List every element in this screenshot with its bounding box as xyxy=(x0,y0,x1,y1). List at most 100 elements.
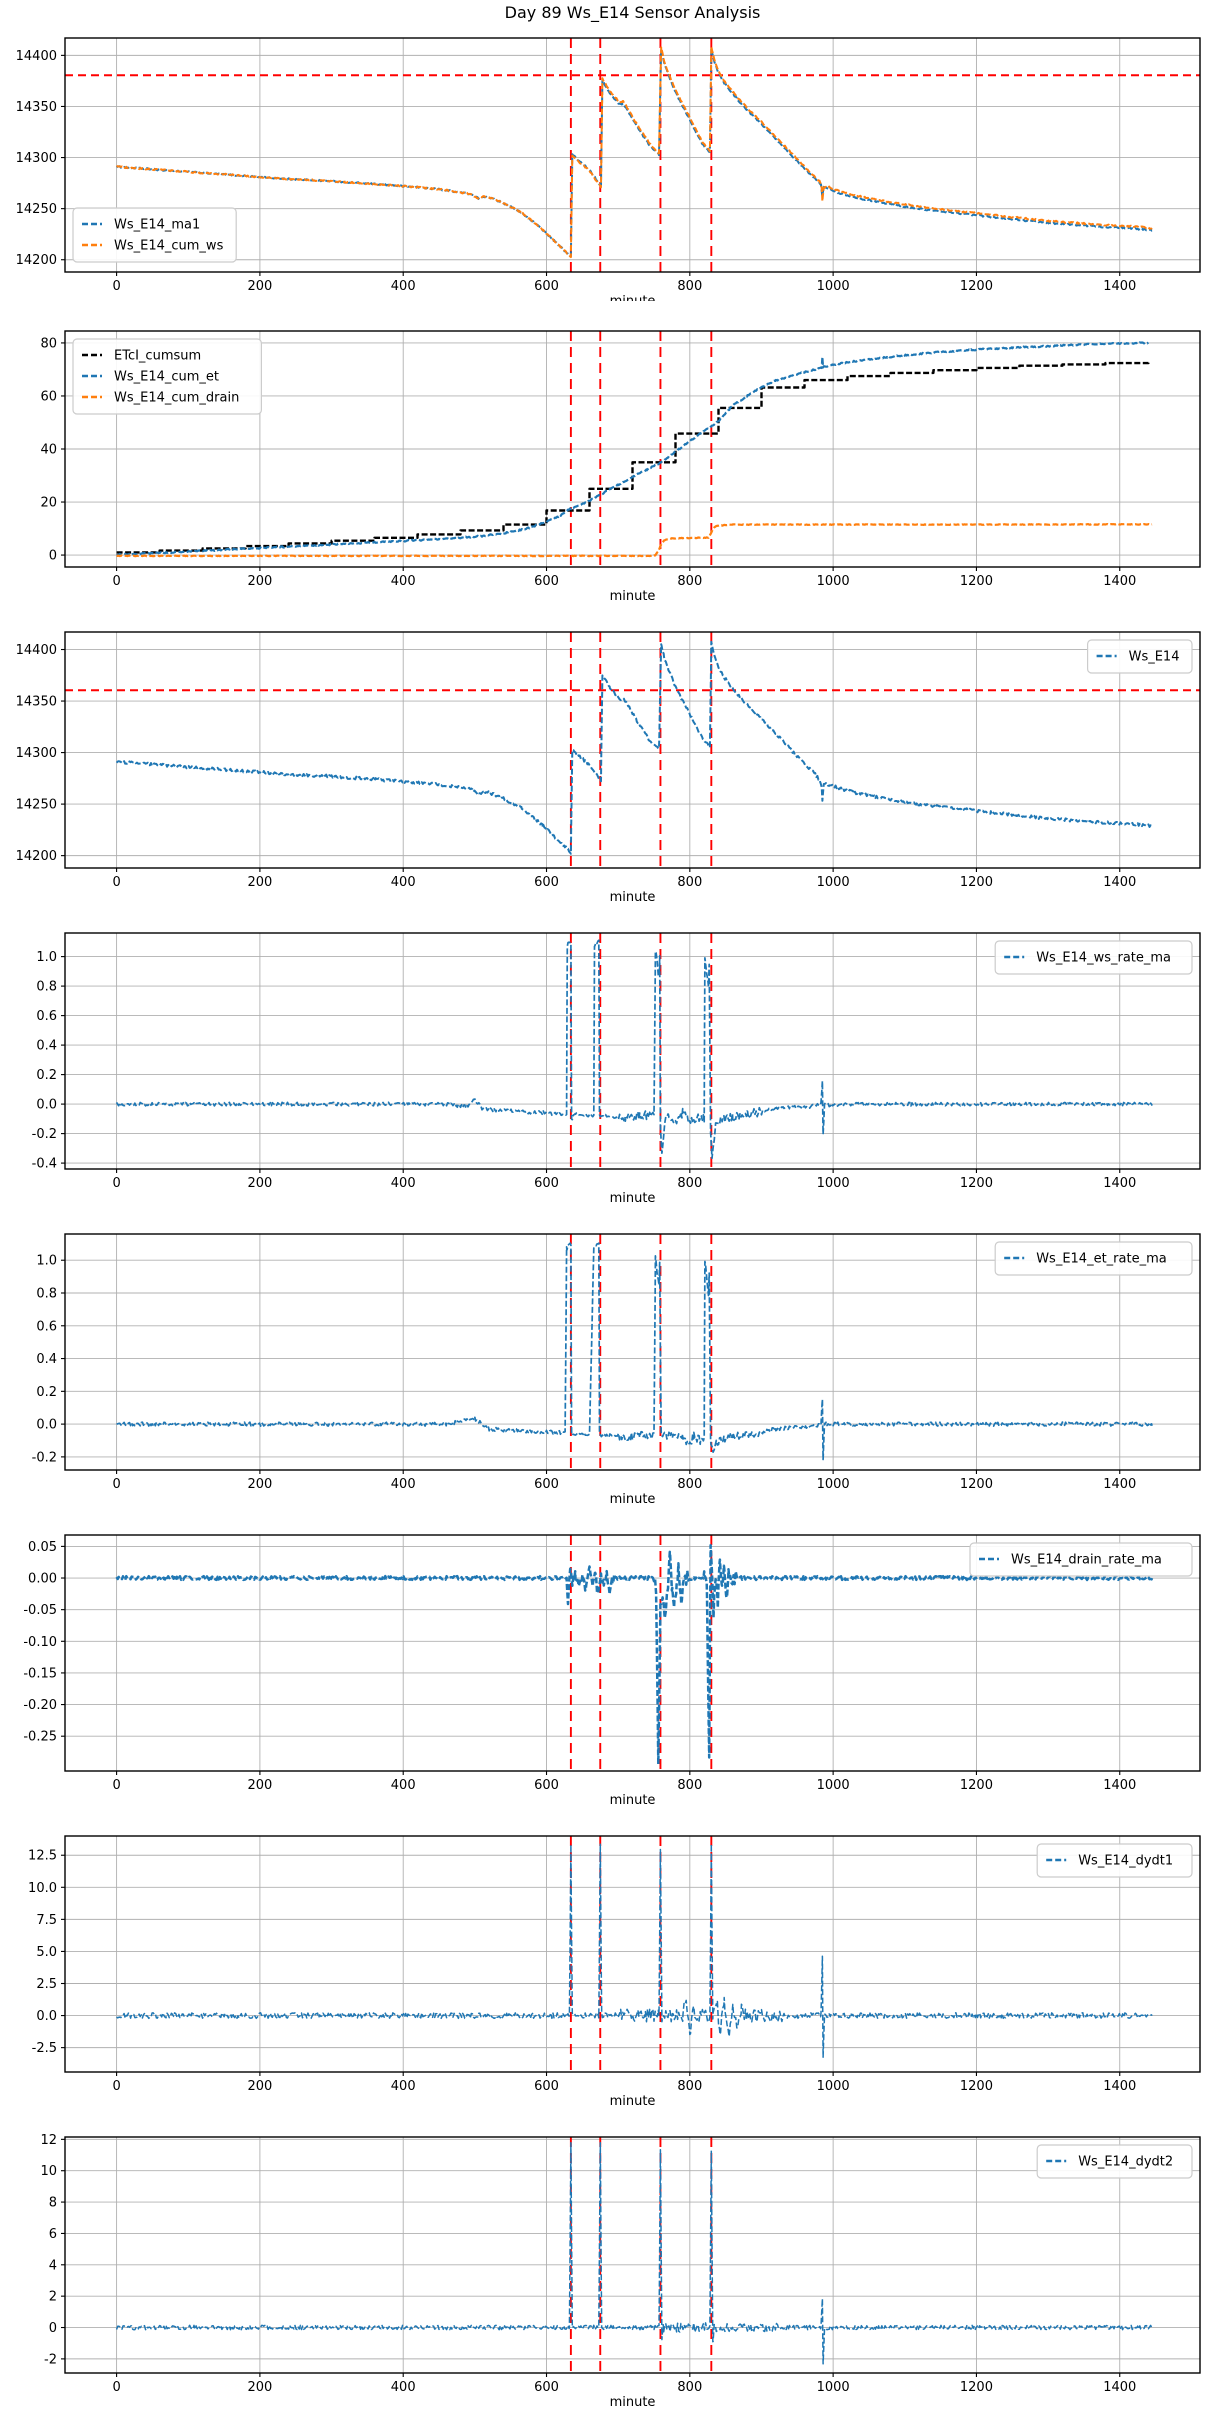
x-tick-label: 1200 xyxy=(960,2079,993,2094)
x-tick-label: 600 xyxy=(534,1778,559,1793)
y-tick-label: 12.5 xyxy=(28,1849,57,1864)
y-tick-label: 0.00 xyxy=(28,1572,57,1587)
legend: Ws_E14_drain_rate_ma xyxy=(969,1542,1193,1577)
series-Ws_E14_dydt1 xyxy=(116,1843,1153,2058)
plot-area-border xyxy=(64,631,1201,869)
y-tick-label: 60 xyxy=(40,389,57,404)
x-tick-label: 1400 xyxy=(1103,1477,1136,1492)
subplot-ma1-cum-ws: Day 89 Ws_E14 Sensor Analysis 0 200 400 600… xyxy=(0,0,1211,301)
y-tick-label: 0.05 xyxy=(28,1540,57,1555)
x-tick-label: 1000 xyxy=(817,2380,850,2395)
x-tick-label: 200 xyxy=(247,2079,272,2094)
x-tick-label: 400 xyxy=(391,2380,416,2395)
x-tick-label: 0 xyxy=(112,1477,120,1492)
legend-label-Ws_E14_drain_rate_ma: Ws_E14_drain_rate_ma xyxy=(1011,1553,1162,1568)
x-tick-label: 800 xyxy=(677,279,702,294)
x-tick-label: 600 xyxy=(534,1477,559,1492)
y-tick-label: 4 xyxy=(49,2258,57,2273)
grid xyxy=(65,2137,1200,2373)
x-tick-label: 800 xyxy=(677,2380,702,2395)
y-tick-label: 14400 xyxy=(16,49,57,64)
legend-label-Ws_E14_ma1: Ws_E14_ma1 xyxy=(114,218,200,233)
y-tick-label: 0.8 xyxy=(36,1287,57,1302)
series-Ws_E14_cum_et xyxy=(116,341,1150,557)
x-tick-label: 1400 xyxy=(1103,279,1136,294)
plot-area-border xyxy=(64,1233,1201,1471)
x-tick-label: 0 xyxy=(112,279,120,294)
legend-label-Ws_E14_cum_et: Ws_E14_cum_et xyxy=(114,370,219,385)
legend: Ws_E14 xyxy=(1086,639,1193,674)
x-tick-label: 400 xyxy=(391,574,416,589)
y-tick-label: 0.0 xyxy=(36,1098,57,1113)
y-tick-label: 14300 xyxy=(16,746,57,761)
y-tick-label: 0 xyxy=(49,2321,57,2336)
subplot-canvas: 0 200 400 600 800 1000 1200 1400 0.05 0.00 -0.05 -0… xyxy=(23,1534,1201,1806)
x-tick-label: 400 xyxy=(391,279,416,294)
x-tick-label: 400 xyxy=(391,1778,416,1793)
y-tick-label: 10.0 xyxy=(28,1881,57,1896)
y-tick-label: 0 xyxy=(49,549,57,564)
x-axis-label: minute xyxy=(610,1793,656,1806)
series-Ws_E14_cum_drain xyxy=(116,523,1153,558)
x-axis-label: minute xyxy=(610,890,656,903)
series-Ws_E14_ws_rate_ma xyxy=(115,939,1153,1160)
y-tick-label: 0.6 xyxy=(36,1009,57,1024)
legend-label-Ws_E14_cum_drain: Ws_E14_cum_drain xyxy=(114,391,239,406)
y-tick-label: 6 xyxy=(49,2227,57,2242)
y-tick-label: -0.2 xyxy=(32,1450,57,1465)
subplot-canvas: 0 200 400 600 800 1000 1200 1400 -2.5 0.0 2.5 5.0 7.… xyxy=(28,1835,1201,2107)
legend: ETcI_cumsum Ws_E14_cum_et Ws_E14_cum_drain xyxy=(72,338,262,415)
y-tick-label: 0.4 xyxy=(36,1039,57,1054)
axis-ticks: 0 200 400 600 800 1000 1200 1400 14200 14250 14300… xyxy=(16,643,1137,890)
y-tick-label: -0.2 xyxy=(32,1127,57,1142)
y-tick-label: 10 xyxy=(40,2164,57,2179)
legend: Ws_E14_ws_rate_ma xyxy=(994,940,1193,975)
series-ETcI_cumsum xyxy=(116,361,1150,554)
axis-ticks: 0 200 400 600 800 1000 1200 1400 0.05 0.00 -0.05 -0… xyxy=(23,1540,1136,1793)
plot-area-border xyxy=(64,2136,1201,2374)
y-tick-label: 0.4 xyxy=(36,1352,57,1367)
plot-area-border xyxy=(64,37,1201,273)
x-tick-label: 600 xyxy=(534,574,559,589)
x-tick-label: 1000 xyxy=(817,1778,850,1793)
x-tick-label: 0 xyxy=(112,1778,120,1793)
y-tick-label: 8 xyxy=(49,2196,57,2211)
x-tick-label: 1400 xyxy=(1103,875,1136,890)
y-tick-label: 0.2 xyxy=(36,1068,57,1083)
x-tick-label: 1200 xyxy=(960,875,993,890)
y-tick-label: 1.0 xyxy=(36,950,57,965)
y-tick-label: 0.0 xyxy=(36,2009,57,2024)
legend: Ws_E14_dydt2 xyxy=(1036,2144,1193,2179)
x-tick-label: 600 xyxy=(534,875,559,890)
subplot-cumsum-et-drain: 0 200 400 600 800 1000 1200 1400 0 20 40 60 80 minute… xyxy=(0,301,1211,602)
x-tick-label: 1400 xyxy=(1103,574,1136,589)
y-tick-label: 2 xyxy=(49,2290,57,2305)
x-tick-label: 0 xyxy=(112,2079,120,2094)
y-tick-label: -2.5 xyxy=(32,2041,57,2056)
subplot-canvas: 0 200 400 600 800 1000 1200 1400 0 20 40 60 80 minute… xyxy=(40,330,1201,602)
x-tick-label: 1400 xyxy=(1103,1176,1136,1191)
x-tick-label: 400 xyxy=(391,1477,416,1492)
series-Ws_E14_et_rate_ma xyxy=(116,1242,1153,1461)
y-tick-label: 12 xyxy=(40,2133,57,2148)
x-axis-label: minute xyxy=(610,294,656,301)
y-tick-label: 40 xyxy=(40,443,57,458)
x-tick-label: 1000 xyxy=(817,1176,850,1191)
x-tick-label: 200 xyxy=(247,1176,272,1191)
legend-label-Ws_E14_dydt2: Ws_E14_dydt2 xyxy=(1078,2155,1173,2170)
legend-label-Ws_E14: Ws_E14 xyxy=(1129,650,1180,665)
x-tick-label: 800 xyxy=(677,1477,702,1492)
x-tick-label: 1400 xyxy=(1103,2079,1136,2094)
series-Ws_E14_dydt2 xyxy=(115,2141,1153,2365)
plot-area-border xyxy=(64,1534,1201,1772)
x-tick-label: 1000 xyxy=(817,875,850,890)
grid xyxy=(65,632,1200,868)
x-tick-label: 200 xyxy=(247,279,272,294)
x-tick-label: 200 xyxy=(247,1477,272,1492)
legend-label-Ws_E14_cum_ws: Ws_E14_cum_ws xyxy=(114,239,224,254)
subplot-canvas: 0 200 400 600 800 1000 1200 1400 -0.4 -0.2 0.0 0.2 0… xyxy=(32,932,1201,1204)
y-tick-label: 14350 xyxy=(16,100,57,115)
series-Ws_E14_cum_ws xyxy=(116,45,1153,259)
x-tick-label: 1000 xyxy=(817,279,850,294)
